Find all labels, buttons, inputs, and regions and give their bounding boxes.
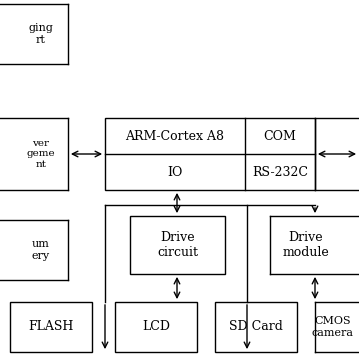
Bar bbox=[270, 216, 359, 274]
Text: IO: IO bbox=[167, 165, 183, 178]
Bar bbox=[130, 216, 225, 274]
Text: ARM-Cortex A8: ARM-Cortex A8 bbox=[126, 130, 224, 143]
Bar bbox=[10, 302, 92, 352]
Text: RS-232C: RS-232C bbox=[252, 165, 308, 178]
Text: FLASH: FLASH bbox=[28, 321, 74, 334]
Bar bbox=[0, 220, 68, 280]
Bar bbox=[105, 118, 315, 190]
Text: um
ery: um ery bbox=[32, 239, 50, 261]
Bar bbox=[0, 4, 68, 64]
Bar bbox=[115, 302, 197, 352]
Bar bbox=[0, 118, 68, 190]
Text: SD Card: SD Card bbox=[229, 321, 283, 334]
Text: Drive
module: Drive module bbox=[282, 231, 329, 259]
Text: ver
geme
nt: ver geme nt bbox=[27, 139, 55, 169]
Bar bbox=[315, 118, 359, 190]
Text: COM: COM bbox=[264, 130, 297, 143]
Text: CMOS
camera: CMOS camera bbox=[312, 316, 354, 338]
Text: Drive
circuit: Drive circuit bbox=[157, 231, 198, 259]
Text: ging
rt: ging rt bbox=[28, 23, 53, 45]
Bar bbox=[215, 302, 297, 352]
Text: LCD: LCD bbox=[142, 321, 170, 334]
Bar bbox=[315, 302, 359, 352]
